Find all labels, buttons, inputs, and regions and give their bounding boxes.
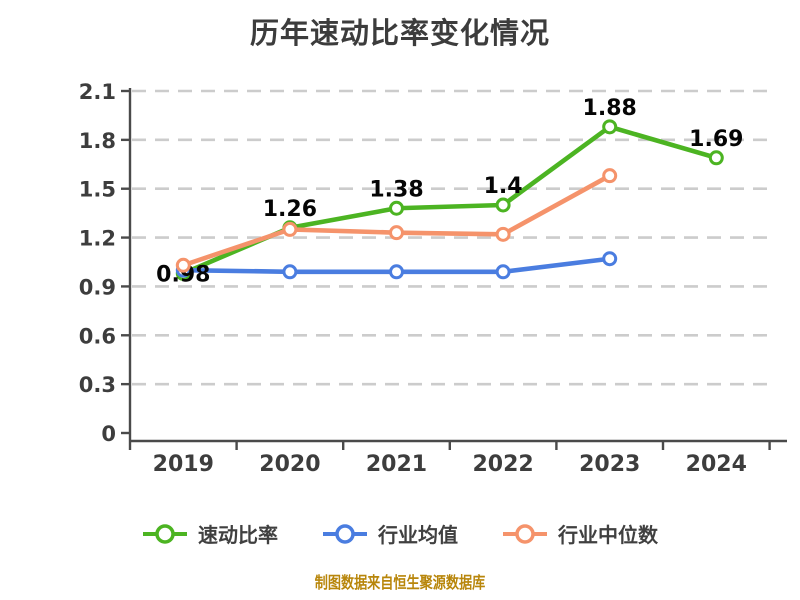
y-tick-label: 0.3 [79,373,116,397]
x-tick-label: 2023 [579,452,640,477]
line-chart: 0 0.3 0.6 0.9 1.2 1.5 1.8 2.1 2019 2020 2021 2022 20… [79,80,787,477]
y-tick-label: 1.8 [79,129,116,153]
legend-label: 行业中位数 [558,523,658,547]
data-point-marker [282,264,298,280]
legend-item-0[interactable]: 速动比率 [142,519,278,548]
data-point-label: 1.4 [484,174,523,199]
y-tick-label: 0.9 [79,275,116,299]
legend-label: 行业均值 [378,523,458,547]
y-tick-label: 2.1 [79,80,116,104]
data-point-marker [389,264,404,280]
legend-item-2[interactable]: 行业中位数 [502,519,658,548]
data-point-marker [175,257,191,273]
x-tick-label: 2021 [366,452,427,477]
x-tick-label: 2022 [472,452,533,477]
legend-marker-icon [323,523,367,544]
y-tick-label: 0.6 [79,324,116,348]
data-point-marker [495,226,511,242]
data-point-marker [602,168,618,184]
data-point-label: 1.38 [369,177,423,202]
data-point-marker [495,197,511,213]
data-point-label: 1.88 [583,96,637,121]
legend-marker-icon [143,523,187,544]
x-tick-label: 2019 [153,452,214,477]
data-point-marker [389,225,404,241]
legend-item-1[interactable]: 行业均值 [322,519,458,548]
data-point-marker [602,119,618,135]
data-point-label: 1.69 [689,127,743,152]
data-source-note: 制图数据来自恒生聚源数据库 [314,573,486,592]
data-point-marker [602,251,618,267]
legend-marker-icon [503,523,547,544]
y-tick-label: 0 [101,422,116,446]
x-tick-label: 2024 [686,452,747,477]
legend-label: 速动比率 [198,523,278,547]
y-tick-label: 1.2 [79,227,116,251]
data-point-marker [495,264,511,280]
chart-legend: 速动比率 行业均值 行业中位数 [0,519,800,548]
chart-title: 历年速动比率变化情况 [249,16,550,50]
data-point-marker [708,150,724,166]
y-tick-label: 1.5 [79,178,116,202]
data-point-label: 1.26 [263,197,317,222]
data-point-marker [389,200,404,216]
x-tick-label: 2020 [259,452,320,477]
data-point-marker [282,221,298,237]
